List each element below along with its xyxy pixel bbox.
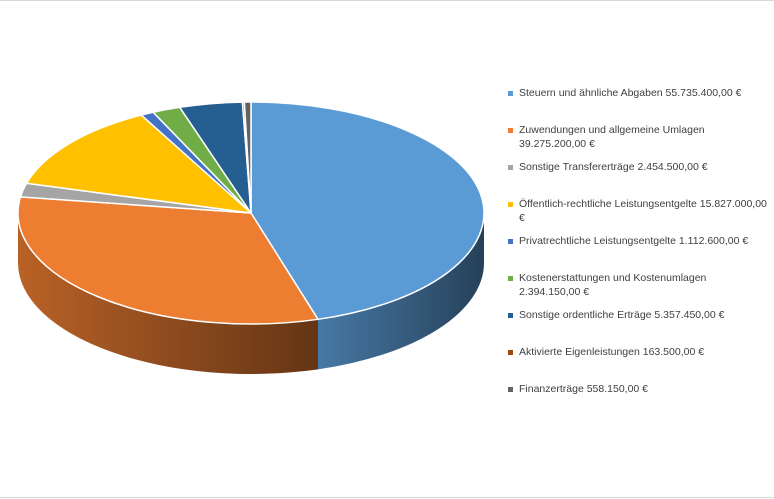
legend-swatch <box>508 239 513 244</box>
legend-item: Privatrechtliche Leistungsentgelte 1.112… <box>508 234 770 248</box>
legend-label: Steuern und ähnliche Abgaben 55.735.400,… <box>519 87 742 99</box>
legend-label: Privatrechtliche Leistungsentgelte 1.112… <box>519 235 749 247</box>
pie-slice <box>25 114 252 214</box>
legend-item: Aktivierte Eigenleistungen 163.500,00 € <box>508 345 770 359</box>
frame-top-border <box>0 0 774 1</box>
pie-sides-group <box>18 213 484 374</box>
pie-slice <box>250 101 485 321</box>
legend-swatch <box>508 387 513 392</box>
frame-bottom-border <box>0 497 774 498</box>
legend-item: Kostenerstattungen und Kostenumlagen 2.3… <box>508 271 770 299</box>
pie-slice <box>243 101 252 214</box>
legend-label: Sonstige ordentliche Erträge 5.357.450,0… <box>519 309 725 321</box>
pie-slice-side <box>18 213 318 374</box>
legend-swatch <box>508 128 513 133</box>
legend-swatch <box>508 350 513 355</box>
legend-item: Sonstige Transfererträge 2.454.500,00 € <box>508 160 770 174</box>
pie-slices-group <box>17 101 485 325</box>
pie-slice-side <box>317 213 484 370</box>
legend-swatch <box>508 202 513 207</box>
legend-swatch <box>508 165 513 170</box>
legend-item: Sonstige ordentliche Erträge 5.357.450,0… <box>508 308 770 322</box>
legend-label: Aktivierte Eigenleistungen 163.500,00 € <box>519 346 705 358</box>
legend-label: Sonstige Transfererträge 2.454.500,00 € <box>519 161 708 173</box>
legend-item: Zuwendungen und allgemeine Umlagen 39.27… <box>508 123 770 151</box>
legend-item: Öffentlich-rechtliche Leistungsentgelte … <box>508 197 770 225</box>
legend-swatch <box>508 313 513 318</box>
legend-item: Steuern und ähnliche Abgaben 55.735.400,… <box>508 86 770 100</box>
legend-label: Kostenerstattungen und Kostenumlagen 2.3… <box>519 272 707 298</box>
legend-label: Finanzerträge 558.150,00 € <box>519 383 649 395</box>
legend-label: Zuwendungen und allgemeine Umlagen 39.27… <box>519 124 705 150</box>
pie-slice <box>17 196 319 325</box>
legend-item: Finanzerträge 558.150,00 € <box>508 382 770 396</box>
legend-label: Öffentlich-rechtliche Leistungsentgelte … <box>519 198 767 224</box>
legend-swatch <box>508 276 513 281</box>
legend-swatch <box>508 91 513 96</box>
